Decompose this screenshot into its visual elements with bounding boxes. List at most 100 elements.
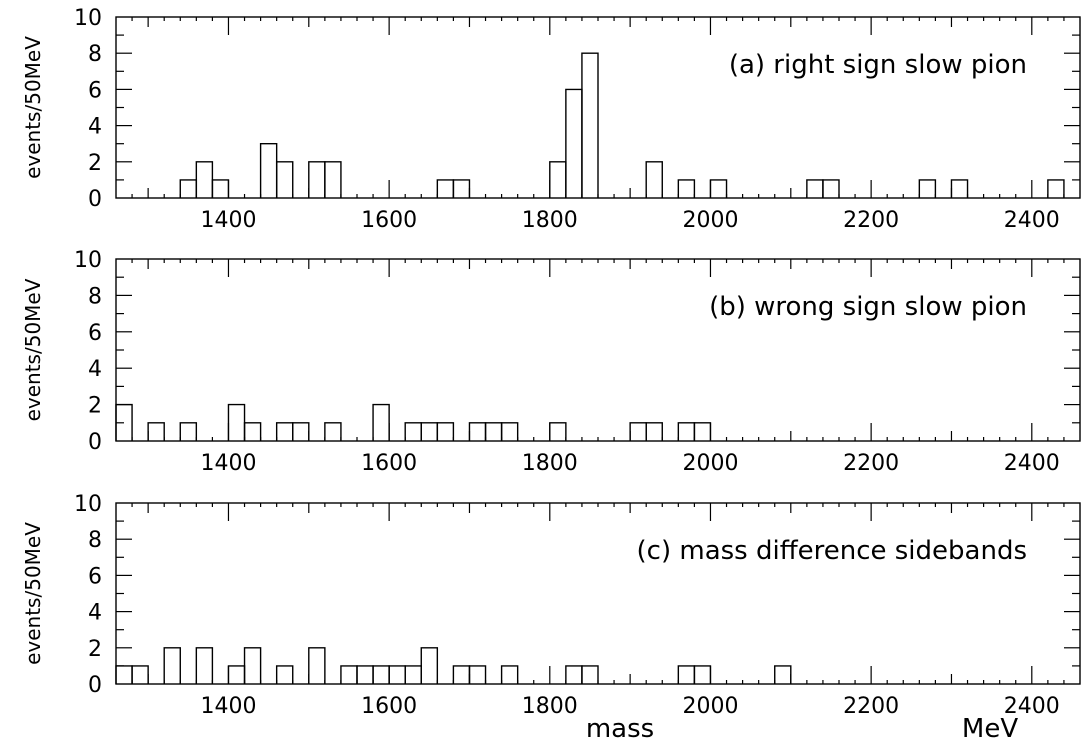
x-axis-label-mass: mass <box>586 714 654 741</box>
panel-b-y-tick-label: 6 <box>88 321 102 346</box>
panel-b-bin-18 <box>677 422 696 441</box>
panel-a-bin-15 <box>806 179 824 198</box>
panel-a-bin-10 <box>565 88 583 198</box>
panel-c-bin-3 <box>195 647 214 684</box>
panel-b-bin-1 <box>147 422 165 441</box>
panel-b-bin-5 <box>275 422 294 441</box>
panel-a-x-tick-label: 1400 <box>200 208 256 233</box>
panel-c-y-tick-label: 4 <box>88 601 102 626</box>
panel-b-bin-14 <box>500 422 519 441</box>
panel-c-bin-17 <box>565 665 583 684</box>
panel-c-x-tick-label: 1600 <box>361 694 417 719</box>
panel-c-bin-5 <box>243 647 262 684</box>
panel-b-bin-9 <box>404 422 422 441</box>
panel-b-bin-13 <box>484 422 503 441</box>
panel-c-x-tick-label: 1400 <box>200 694 256 719</box>
panel-a-bin-19 <box>1047 179 1065 198</box>
panel-c-x-tick-label: 2000 <box>682 694 738 719</box>
panel-a-y-tick-label: 10 <box>74 6 102 31</box>
panel-b-y-axis-label: events/50MeV <box>21 278 45 421</box>
panel-c-bin-0 <box>115 665 133 684</box>
panel-b-annotation: (b) wrong sign slow pion <box>709 292 1027 322</box>
panel-a-bin-12 <box>645 161 663 198</box>
panel-b-x-tick-label: 1800 <box>522 451 578 476</box>
panel-a-bin-8 <box>452 179 471 198</box>
panel-a: 1400 1600 1800 2000 2200 2400 0 2 4 6 8 10 events/50… <box>21 6 1081 233</box>
panel-b-bin-11 <box>436 422 455 441</box>
panel-a-x-tick-label: 2000 <box>682 208 738 233</box>
panel-c-bin-6 <box>275 665 294 684</box>
panel-a-x-tick-label: 2200 <box>843 208 899 233</box>
panel-b-y-tick-label: 10 <box>74 248 102 273</box>
panel-c-bin-15 <box>468 665 487 684</box>
panel-c-bin-21 <box>774 665 792 684</box>
panel-a-bin-2 <box>211 179 230 198</box>
panel-a-bin-6 <box>324 161 342 198</box>
panel-c-bin-14 <box>452 665 471 684</box>
panel-a-y-tick-label: 8 <box>88 42 102 67</box>
panel-c-bin-16 <box>500 665 519 684</box>
panel-b: 1400 1600 1800 2000 2200 2400 0 2 4 6 8 10 events/50… <box>21 248 1081 476</box>
panel-a-bin-7 <box>436 179 455 198</box>
panel-a-bin-18 <box>950 179 969 198</box>
panel-c-y-axis-label: events/50MeV <box>21 522 45 665</box>
panel-c-y-tick-label: 2 <box>88 637 102 662</box>
x-axis-label-unit: MeV <box>962 714 1018 741</box>
panel-b-bin-2 <box>179 422 198 441</box>
panel-c-bin-10 <box>372 665 390 684</box>
panel-c-bin-11 <box>388 665 406 684</box>
panel-a-bin-5 <box>308 161 326 198</box>
panel-b-x-tick-label: 1600 <box>361 451 417 476</box>
panel-a-y-tick-label: 4 <box>88 115 102 140</box>
panel-b-y-tick-label: 4 <box>88 357 102 382</box>
panel-b-bin-8 <box>372 403 390 441</box>
panel-b-bin-12 <box>468 422 487 441</box>
panel-c-bin-8 <box>340 665 358 684</box>
panel-b-bin-6 <box>292 422 310 441</box>
panel-b-bin-7 <box>324 422 342 441</box>
panel-a-x-tick-label: 1800 <box>522 208 578 233</box>
panel-c-x-tick-label: 2200 <box>843 694 899 719</box>
panel-a-y-tick-label: 0 <box>88 187 102 212</box>
panel-b-bin-17 <box>645 422 663 441</box>
panel-c-y-tick-label: 6 <box>88 564 102 589</box>
panel-a-bin-3 <box>259 143 278 198</box>
panel-a-bin-4 <box>275 161 294 198</box>
panel-c-bin-7 <box>308 647 326 684</box>
panel-c-bin-18 <box>581 665 599 684</box>
panel-c: 1400 1600 1800 2000 2200 2400 0 2 4 6 8 10 events/50… <box>21 492 1081 719</box>
panel-c-bin-20 <box>693 665 712 684</box>
panel-b-y-tick-label: 2 <box>88 394 102 419</box>
panel-a-x-tick-label: 2400 <box>1004 208 1060 233</box>
panel-a-bin-14 <box>709 179 728 198</box>
panel-b-x-tick-label: 2200 <box>843 451 899 476</box>
panel-b-x-tick-label: 1400 <box>200 451 256 476</box>
panel-a-bin-0 <box>179 179 198 198</box>
panel-c-bin-19 <box>677 665 696 684</box>
panel-b-bin-15 <box>549 422 567 441</box>
panel-b-bin-19 <box>693 422 712 441</box>
panel-c-x-tick-label: 1800 <box>522 694 578 719</box>
panel-c-bin-4 <box>227 665 246 684</box>
panel-a-y-tick-label: 2 <box>88 151 102 176</box>
panel-c-bin-1 <box>131 665 149 684</box>
panel-b-frame <box>115 258 1081 442</box>
panel-a-bin-9 <box>549 161 567 198</box>
panel-c-y-tick-label: 8 <box>88 528 102 553</box>
panel-b-bin-3 <box>227 403 246 441</box>
panel-c-bin-12 <box>404 665 422 684</box>
panel-a-bin-1 <box>195 161 214 198</box>
panel-b-y-tick-label: 8 <box>88 284 102 309</box>
panel-a-x-tick-label: 1600 <box>361 208 417 233</box>
panel-a-y-tick-label: 6 <box>88 78 102 103</box>
panel-b-bin-10 <box>420 422 439 441</box>
panel-a-bin-11 <box>581 52 599 198</box>
panel-a-bin-16 <box>822 179 840 198</box>
panel-b-x-tick-label: 2400 <box>1004 451 1060 476</box>
panel-a-bin-13 <box>677 179 696 198</box>
panel-c-bin-13 <box>420 647 439 684</box>
panel-a-annotation: (a) right sign slow pion <box>729 50 1027 80</box>
panel-c-y-tick-label: 10 <box>74 492 102 517</box>
panel-c-bin-9 <box>356 665 374 684</box>
